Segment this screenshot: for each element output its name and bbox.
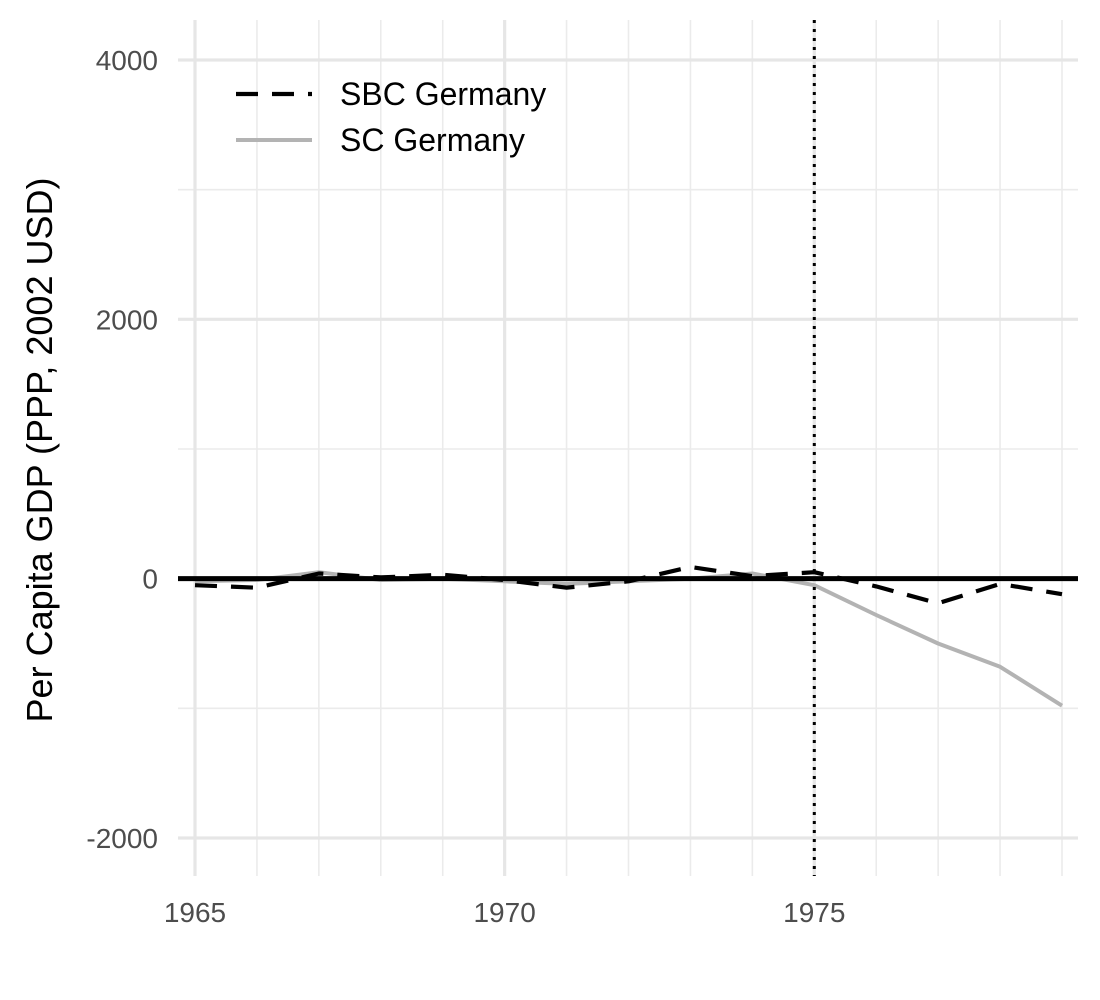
x-tick-label: 1975 <box>783 897 845 928</box>
y-tick-label: 4000 <box>96 45 158 76</box>
y-tick-label: -2000 <box>86 823 158 854</box>
x-tick-labels: 1965 1970 1975 <box>164 897 846 928</box>
sbc-germany-line <box>194 564 1063 606</box>
x-tick-label: 1965 <box>164 897 226 928</box>
reference-lines <box>178 20 1078 876</box>
legend-label-sc-germany: SC Germany <box>340 122 525 158</box>
x-tick-label: 1970 <box>473 897 535 928</box>
minor-grid <box>178 20 1078 876</box>
major-grid <box>178 20 1078 876</box>
legend-label-sbc-germany: SBC Germany <box>340 76 546 112</box>
y-tick-label: 0 <box>142 564 158 595</box>
y-tick-labels: -2000 0 2000 4000 <box>86 45 158 854</box>
y-tick-label: 2000 <box>96 304 158 335</box>
series-layer <box>194 564 1064 708</box>
y-axis-title: Per Capita GDP (PPP, 2002 USD) <box>19 178 60 723</box>
legend: SBC Germany SC Germany <box>236 76 546 158</box>
